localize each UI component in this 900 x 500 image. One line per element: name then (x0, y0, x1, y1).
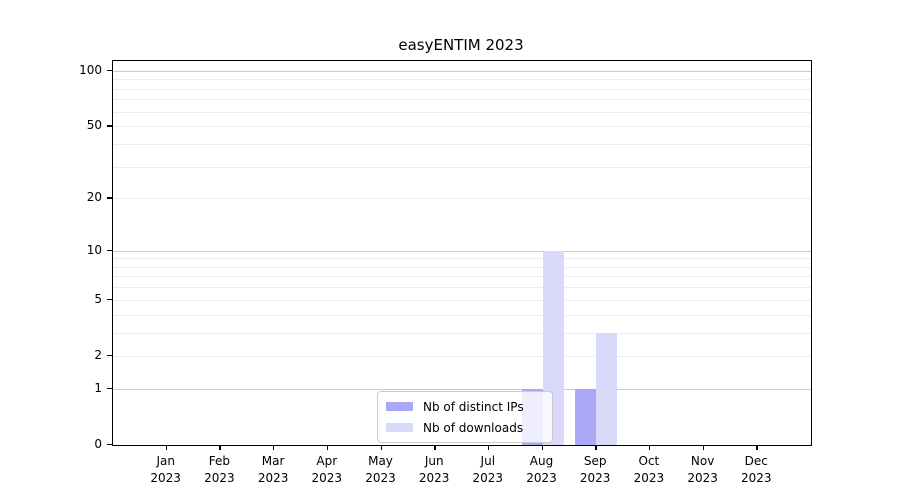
x-tick-label-jan: Jan 2023 (150, 454, 181, 485)
x-tick-label-oct: Oct 2023 (633, 454, 665, 485)
y-tick-label-50: 50 (86, 118, 102, 133)
y-tick-label-2: 2 (94, 347, 102, 362)
x-tick-label-nov: Nov 2023 (687, 454, 718, 485)
y-tick-mark (107, 444, 112, 446)
x-tick-label-sep: Sep 2023 (579, 454, 611, 485)
y-tick-label-20: 20 (86, 190, 102, 205)
gridline-minor (113, 266, 811, 268)
bar-nb-of-downloads-sep (596, 332, 618, 445)
plot-area: Nb of distinct IPs Nb of downloads (112, 60, 812, 446)
y-tick-mark (107, 249, 112, 251)
y-tick-mark (107, 197, 112, 199)
y-tick-label-0: 0 (94, 437, 102, 451)
gridline-minor (113, 314, 811, 316)
gridline-minor (113, 258, 811, 260)
x-tick-mark (380, 445, 382, 451)
legend-entry: Nb of downloads (384, 419, 546, 437)
gridline-minor (113, 79, 811, 81)
x-tick-label-may: May 2023 (365, 454, 396, 485)
gridline-major (113, 70, 811, 72)
y-tick-mark (107, 354, 112, 357)
y-tick-label-10: 10 (86, 242, 102, 257)
legend-label: Nb of distinct IPs (423, 399, 524, 414)
legend-entry: Nb of distinct IPs (384, 398, 546, 416)
gridline-minor (113, 166, 811, 168)
gridline-minor (113, 111, 811, 113)
legend-swatch-icon (386, 402, 413, 411)
chart-title: easyENTIM 2023 (398, 36, 524, 54)
gridline-minor (113, 198, 811, 200)
x-tick-mark (648, 445, 651, 451)
gridline-major (113, 388, 811, 390)
x-tick-mark (273, 445, 275, 451)
x-tick-label-dec: Dec 2023 (741, 454, 772, 485)
x-tick-label-feb: Feb 2023 (204, 454, 235, 485)
y-tick-mark (107, 298, 112, 301)
x-tick-label-apr: Apr 2023 (311, 454, 343, 485)
legend: Nb of distinct IPs Nb of downloads (377, 391, 553, 443)
y-tick-mark (107, 125, 112, 127)
gridline-minor (113, 126, 811, 128)
gridline-minor (113, 332, 811, 334)
x-tick-mark (541, 445, 543, 451)
x-tick-label-jun: Jun 2023 (418, 454, 450, 485)
x-tick-mark (595, 445, 597, 451)
y-tick-mark (107, 387, 112, 390)
gridline-minor (113, 287, 811, 289)
x-tick-mark (487, 445, 490, 451)
bar-nb-of-distinct-ips-sep (575, 388, 597, 445)
y-tick-label-1: 1 (94, 380, 102, 395)
x-tick-label-aug: Aug 2023 (526, 454, 557, 485)
x-tick-mark (756, 445, 758, 451)
x-tick-mark (702, 445, 704, 451)
y-tick-label-5: 5 (94, 291, 102, 306)
x-tick-mark (434, 445, 436, 451)
x-tick-mark (326, 445, 329, 451)
gridline-minor (113, 99, 811, 101)
gridline-minor (113, 299, 811, 301)
gridline-minor (113, 276, 811, 278)
legend-swatch-icon (386, 423, 413, 432)
gridline-minor (113, 143, 811, 145)
gridline-major (113, 250, 811, 252)
legend-label: Nb of downloads (423, 420, 524, 435)
x-tick-label-jul: Jul 2023 (472, 454, 504, 485)
gridline-minor (113, 88, 811, 90)
y-tick-mark (107, 69, 112, 72)
gridline-minor (113, 355, 811, 357)
x-tick-mark (219, 445, 221, 451)
x-tick-mark (165, 445, 168, 451)
x-tick-label-mar: Mar 2023 (257, 454, 289, 485)
y-tick-label-100: 100 (79, 62, 102, 77)
